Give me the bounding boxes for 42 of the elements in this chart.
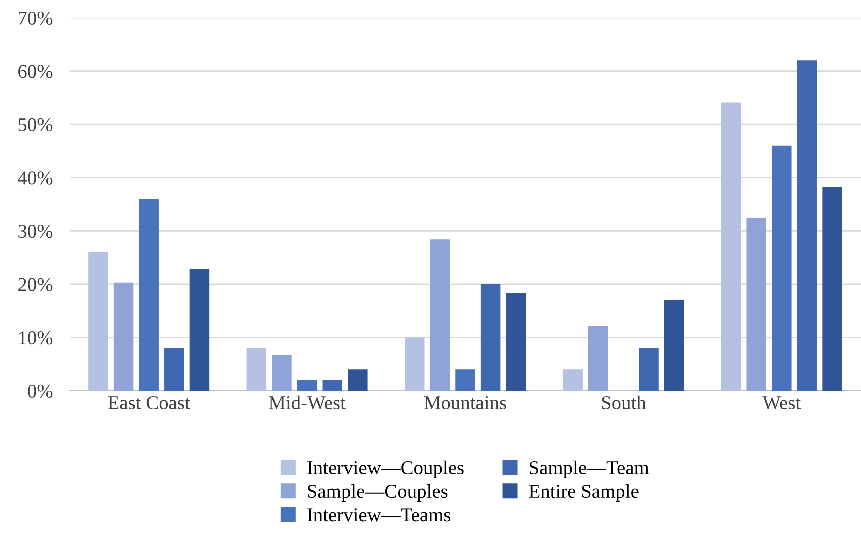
x-tick-label: West xyxy=(762,396,801,410)
legend-label: Entire Sample xyxy=(529,484,639,502)
bar xyxy=(430,240,450,391)
bar xyxy=(164,348,184,391)
bar xyxy=(772,146,792,391)
legend-label: Interview—Couples xyxy=(308,460,464,478)
bar xyxy=(348,370,368,391)
legend-label: Sample—Couples xyxy=(308,484,448,502)
x-tick-label: East Coast xyxy=(108,396,190,410)
bar xyxy=(246,348,267,391)
bar xyxy=(190,268,210,391)
bar xyxy=(139,199,159,391)
bar xyxy=(480,284,501,391)
legend-label: Sample—Team xyxy=(530,460,650,478)
bar xyxy=(297,380,318,391)
bar xyxy=(664,300,684,391)
x-tick-label: Mid-West xyxy=(269,396,346,410)
bar xyxy=(88,252,108,391)
y-tick-label: 70% xyxy=(18,12,53,25)
bar xyxy=(797,60,818,391)
legend-label: Interview—Teams xyxy=(308,508,451,522)
y-tick-label: 40% xyxy=(18,172,53,185)
bar xyxy=(639,348,659,391)
bar xyxy=(456,370,476,391)
y-tick-label: 10% xyxy=(19,332,53,345)
bar xyxy=(746,218,766,391)
x-tick-label: Mountains xyxy=(424,396,506,410)
bar xyxy=(405,338,425,391)
bar xyxy=(721,102,742,391)
x-tick-label: South xyxy=(602,396,646,410)
y-tick-label: 60% xyxy=(18,65,53,78)
bar xyxy=(506,292,526,391)
bar xyxy=(114,282,134,391)
bar xyxy=(563,370,583,391)
y-tick-label: 50% xyxy=(18,118,53,132)
bar xyxy=(322,380,342,391)
bar xyxy=(588,326,608,391)
y-tick-label: 30% xyxy=(18,224,53,238)
bar xyxy=(272,355,292,391)
bar xyxy=(822,187,842,391)
y-tick-label: 20% xyxy=(18,278,53,292)
y-tick-label: 0% xyxy=(28,384,53,398)
